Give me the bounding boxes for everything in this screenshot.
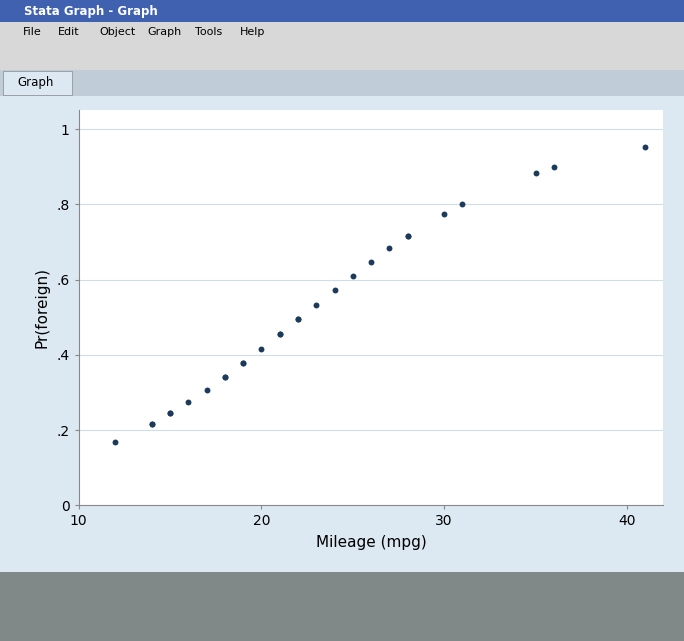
Text: Object: Object xyxy=(99,27,135,37)
Text: Graph: Graph xyxy=(17,76,53,89)
Point xyxy=(530,168,541,178)
Point xyxy=(293,314,304,324)
Point xyxy=(237,358,248,369)
Point xyxy=(293,314,304,324)
Point xyxy=(640,142,650,153)
Point xyxy=(109,437,120,447)
Point xyxy=(237,358,248,369)
Point xyxy=(165,408,176,419)
Point xyxy=(438,208,449,219)
Y-axis label: Pr(foreign): Pr(foreign) xyxy=(34,267,49,348)
Point xyxy=(347,271,358,281)
X-axis label: Mileage (mpg): Mileage (mpg) xyxy=(316,535,426,551)
Text: Tools: Tools xyxy=(195,27,222,37)
Point xyxy=(256,344,267,354)
Point xyxy=(311,299,321,310)
Point xyxy=(329,285,340,295)
Bar xyxy=(3,71,72,95)
Text: Edit: Edit xyxy=(58,27,80,37)
Text: Stata Graph - Graph: Stata Graph - Graph xyxy=(24,4,158,17)
Point xyxy=(201,385,212,395)
Text: File: File xyxy=(23,27,41,37)
Text: Graph: Graph xyxy=(147,27,181,37)
Point xyxy=(384,244,395,254)
Point xyxy=(146,419,157,429)
Point xyxy=(274,329,285,340)
Point xyxy=(402,231,413,241)
Point xyxy=(402,231,413,241)
Point xyxy=(165,408,176,419)
Point xyxy=(457,199,468,209)
Point xyxy=(274,329,285,340)
Point xyxy=(220,372,231,382)
Point xyxy=(549,162,560,172)
Point xyxy=(146,419,157,429)
Point xyxy=(220,372,231,382)
Point xyxy=(366,256,377,267)
Text: Help: Help xyxy=(239,27,265,37)
Point xyxy=(183,397,194,407)
